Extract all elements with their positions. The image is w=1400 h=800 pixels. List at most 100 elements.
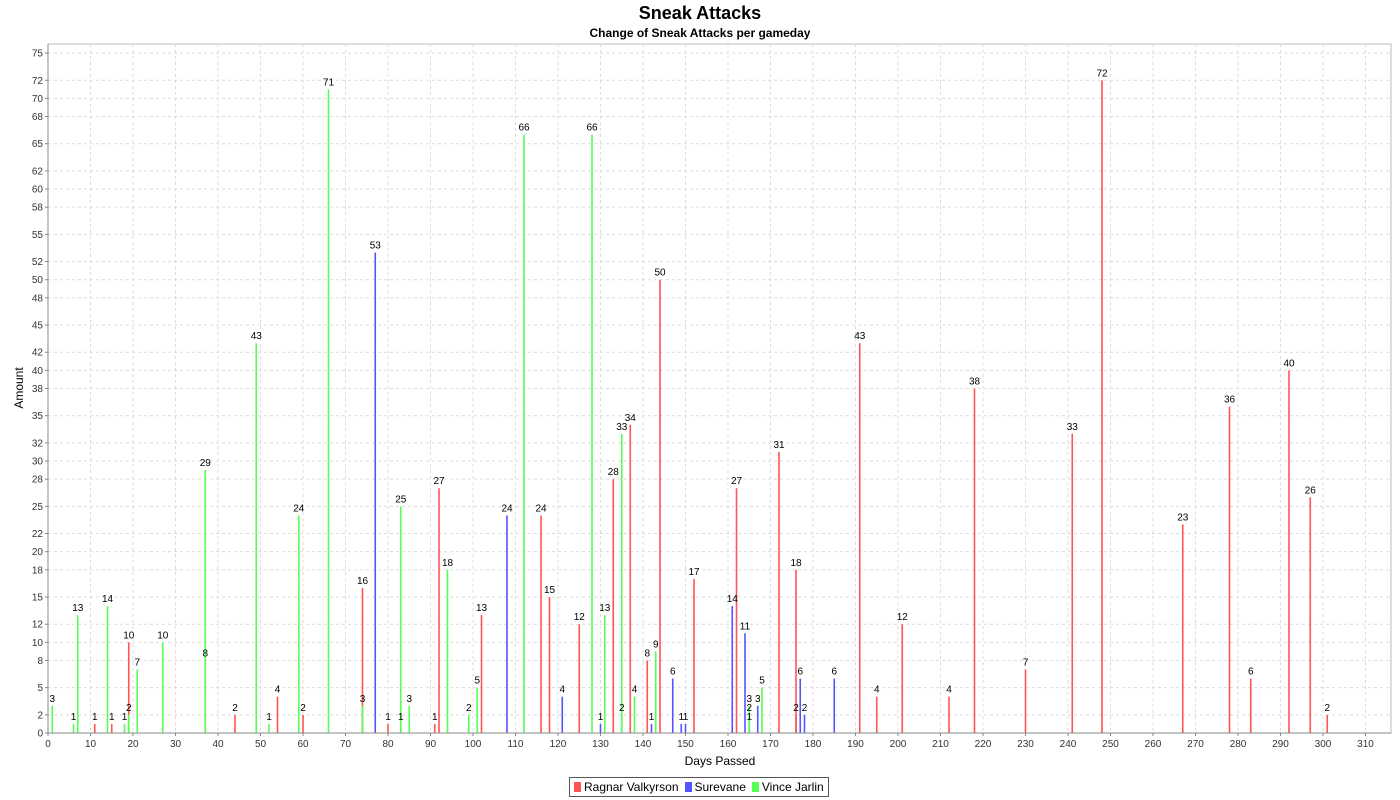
- bar-ragnar-valkyrson: [433, 723, 436, 733]
- x-tick-label: 140: [635, 739, 652, 750]
- x-tick-label: 230: [1017, 739, 1034, 750]
- bar-surevane: [744, 633, 746, 733]
- data-label: 6: [1248, 667, 1254, 678]
- bar-ragnar-valkyrson: [1326, 714, 1329, 733]
- bar-vince-jarlin: [51, 705, 54, 733]
- x-tick-label: 270: [1187, 739, 1204, 750]
- bar-surevane: [650, 723, 653, 733]
- legend-swatch-vince: [751, 782, 759, 792]
- bar-vince-jarlin: [654, 651, 657, 733]
- y-tick-label: 8: [37, 656, 43, 667]
- data-label: 1: [432, 712, 438, 723]
- y-tick-label: 10: [32, 638, 44, 649]
- y-tick-label: 45: [32, 321, 44, 332]
- bar-ragnar-valkyrson: [693, 578, 695, 733]
- legend-label-surevane: Surevane: [694, 780, 746, 794]
- y-tick-label: 35: [32, 411, 44, 422]
- bar-surevane: [680, 723, 683, 733]
- bar-vince-jarlin: [399, 506, 402, 733]
- bar-surevane: [671, 678, 674, 733]
- bar-vince-jarlin: [127, 714, 130, 733]
- data-label: 7: [1023, 658, 1029, 669]
- y-tick-label: 22: [32, 529, 44, 540]
- bar-surevane: [833, 678, 836, 733]
- data-label: 6: [670, 667, 676, 678]
- data-label: 1: [598, 712, 604, 723]
- data-label: 24: [535, 503, 547, 514]
- bar-surevane: [561, 696, 564, 733]
- data-label: 3: [755, 694, 761, 705]
- data-label: 1: [649, 712, 655, 723]
- legend-item-ragnar: Ragnar Valkyrson: [574, 780, 679, 794]
- y-tick-label: 48: [32, 293, 44, 304]
- bar-vince-jarlin: [255, 343, 258, 733]
- bar-vince-jarlin: [361, 705, 364, 733]
- data-label: 3: [360, 694, 366, 705]
- bar-vince-jarlin: [123, 723, 126, 733]
- x-tick-label: 70: [340, 739, 352, 750]
- data-label: 40: [1283, 358, 1295, 369]
- data-label: 43: [251, 331, 263, 342]
- data-label: 53: [370, 241, 382, 252]
- data-label: 9: [653, 639, 659, 650]
- bar-ragnar-valkyrson: [480, 615, 483, 733]
- bar-vince-jarlin: [204, 470, 207, 733]
- y-tick-label: 12: [32, 620, 44, 631]
- y-tick-label: 20: [32, 547, 44, 558]
- x-tick-label: 190: [847, 739, 864, 750]
- y-tick-label: 40: [32, 366, 44, 377]
- bar-ragnar-valkyrson: [302, 714, 304, 733]
- bar-ragnar-valkyrson: [875, 696, 878, 733]
- bar-ragnar-valkyrson: [548, 597, 551, 733]
- bar-vince-jarlin: [327, 89, 330, 733]
- x-tick-label: 260: [1145, 739, 1162, 750]
- data-label: 2: [232, 703, 238, 714]
- bar-surevane: [506, 515, 508, 733]
- x-tick-label: 80: [382, 739, 394, 750]
- data-label: 4: [874, 685, 880, 696]
- bar-ragnar-valkyrson: [276, 696, 279, 733]
- bar-vince-jarlin: [161, 642, 164, 733]
- data-label: 2: [300, 703, 306, 714]
- bar-ragnar-valkyrson: [127, 642, 130, 733]
- y-tick-label: 5: [37, 683, 43, 694]
- y-tick-label: 42: [32, 348, 44, 359]
- data-label: 1: [71, 712, 77, 723]
- bar-ragnar-valkyrson: [778, 451, 780, 733]
- x-tick-label: 280: [1230, 739, 1247, 750]
- y-tick-label: 62: [32, 166, 44, 177]
- data-label: 28: [608, 467, 620, 478]
- bar-vince-jarlin: [72, 723, 75, 733]
- bar-ragnar-valkyrson: [1181, 524, 1184, 733]
- x-tick-label: 170: [762, 739, 779, 750]
- x-tick-label: 310: [1357, 739, 1374, 750]
- data-label: 14: [727, 594, 739, 605]
- legend-swatch-ragnar: [574, 782, 581, 792]
- x-tick-label: 110: [508, 739, 524, 750]
- y-tick-label: 18: [32, 565, 44, 576]
- bar-ragnar-valkyrson: [1309, 497, 1312, 733]
- y-tick-label: 60: [32, 185, 44, 196]
- bar-vince-jarlin: [446, 569, 449, 733]
- y-tick-label: 68: [32, 112, 44, 123]
- x-tick-label: 220: [975, 739, 992, 750]
- data-label: 6: [831, 667, 837, 678]
- bar-ragnar-valkyrson: [659, 279, 661, 733]
- y-tick-label: 2: [37, 710, 43, 721]
- bar-ragnar-valkyrson: [1071, 433, 1074, 733]
- bar-ragnar-valkyrson: [578, 624, 581, 733]
- x-tick-label: 30: [170, 739, 182, 750]
- x-tick-label: 250: [1102, 739, 1119, 750]
- data-label: 3: [746, 694, 752, 705]
- data-label: 2: [802, 703, 808, 714]
- data-label: 10: [157, 630, 169, 641]
- x-tick-label: 160: [720, 739, 737, 750]
- y-tick-label: 30: [32, 457, 44, 468]
- bar-ragnar-valkyrson: [1228, 406, 1231, 733]
- bar-vince-jarlin: [748, 705, 751, 733]
- y-tick-label: 38: [32, 384, 44, 395]
- x-tick-label: 240: [1060, 739, 1077, 750]
- y-tick-label: 50: [32, 275, 44, 286]
- x-tick-label: 40: [212, 739, 224, 750]
- bar-ragnar-valkyrson: [629, 424, 632, 733]
